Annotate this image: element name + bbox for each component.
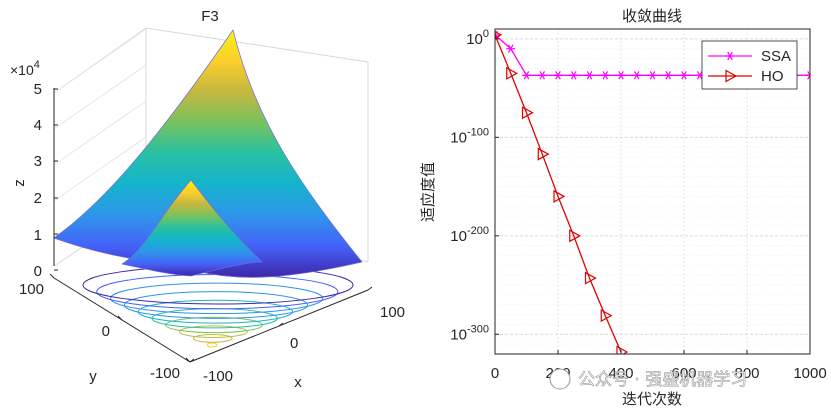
watermark-text: 公众号 · 强盛机器学习: [578, 370, 747, 390]
data-point: [553, 189, 566, 203]
data-point: [522, 71, 531, 80]
x-axis-label: x: [294, 374, 302, 391]
horizontal-gridlines: [495, 28, 810, 355]
legend-label-ssa: SSA: [761, 48, 791, 65]
data-point: [585, 71, 594, 80]
convergence-title: 收敛曲线: [622, 7, 682, 25]
y-tick-label: 100: [466, 28, 489, 48]
data-point: [725, 69, 738, 83]
surface-title: F3: [201, 8, 219, 25]
z-tick-label: 1: [34, 227, 42, 244]
y-tick-label: 10-200: [450, 225, 489, 245]
y-tick-label: 100: [19, 281, 44, 298]
x-tick-label: 0: [290, 335, 298, 352]
data-point: [616, 71, 626, 80]
legend-label-ho: HO: [761, 68, 784, 85]
x-tick-label: 600: [671, 365, 696, 382]
z-tick-label: 2: [34, 190, 42, 207]
y-axis-label: y: [89, 368, 97, 385]
z-gridline: [53, 100, 147, 166]
y-tick-label: 0: [102, 323, 110, 340]
plot-frame: [494, 28, 811, 355]
y-tick-label: 10-300: [450, 323, 489, 343]
z-gridline: [53, 28, 147, 94]
data-point: [648, 71, 657, 80]
x-tick-label: 800: [734, 365, 759, 382]
legend-markers: [708, 51, 752, 83]
legend-box: [701, 40, 798, 90]
contour-ring: [165, 316, 263, 334]
data-point: [569, 229, 581, 243]
contour-ring: [123, 291, 309, 319]
convergence-plot: 收敛曲线 02004006008001000 10010-10010-20010…: [419, 7, 827, 408]
y-tick-label: 10-100: [450, 126, 489, 146]
contour-ring: [178, 325, 248, 338]
z-tick-label: 0: [34, 263, 42, 280]
z-multiplier: ×104: [10, 59, 40, 78]
series-line-ho: [495, 34, 622, 353]
legend: SSA HO: [701, 40, 798, 90]
data-point: [569, 71, 579, 80]
watermark: 公众号 · 强盛机器学习: [549, 368, 748, 390]
data-point: [506, 44, 516, 53]
x-tick-label: 0: [491, 365, 499, 382]
z-multiplier-exponent: 4: [34, 59, 40, 71]
y-ticks: 100 10-100 10-200 10-300: [450, 28, 499, 343]
surface-3d-plot: F3: [10, 8, 405, 391]
convergence-x-axis-label: 迭代次数: [622, 390, 682, 408]
x-tick-label: 400: [608, 365, 633, 382]
contour-rings: [82, 265, 354, 348]
data-point: [805, 71, 810, 80]
contour-ring: [206, 342, 218, 348]
z-multiplier-base: ×10: [10, 62, 34, 78]
z-tick-label: 5: [34, 81, 42, 98]
data-point: [537, 147, 550, 161]
wechat-icon: [549, 368, 571, 390]
data-point: [506, 66, 518, 80]
contour-ring: [110, 282, 324, 315]
data-point: [725, 51, 735, 61]
z-gridline: [53, 136, 147, 202]
data-point: [632, 71, 642, 80]
x-tick-label: -100: [203, 368, 233, 385]
z-tick-label: 3: [34, 153, 42, 170]
data-point: [600, 309, 613, 323]
data-point: [521, 106, 534, 120]
data-point: [679, 71, 689, 80]
data-point: [537, 71, 547, 80]
convergence-y-axis-label: 适应度值: [419, 162, 437, 222]
contour-ring: [192, 333, 233, 343]
data-point: [584, 271, 597, 285]
data-point: [495, 30, 503, 39]
data-point: [553, 71, 563, 80]
z-gridline: [53, 64, 147, 130]
data-point: [600, 71, 610, 80]
z-tick-label: 4: [34, 117, 42, 134]
data-point: [663, 71, 673, 80]
data-point: [616, 345, 629, 354]
front-axis-ticks: [49, 88, 373, 363]
x-tick-label: 100: [380, 304, 405, 321]
surface-front-sheet: [121, 179, 263, 277]
x-tick-label: 1000: [793, 365, 826, 382]
y-tick-label: -100: [150, 365, 180, 382]
z-axis-label: z: [11, 179, 28, 187]
x-ticks: 02004006008001000: [491, 350, 827, 382]
